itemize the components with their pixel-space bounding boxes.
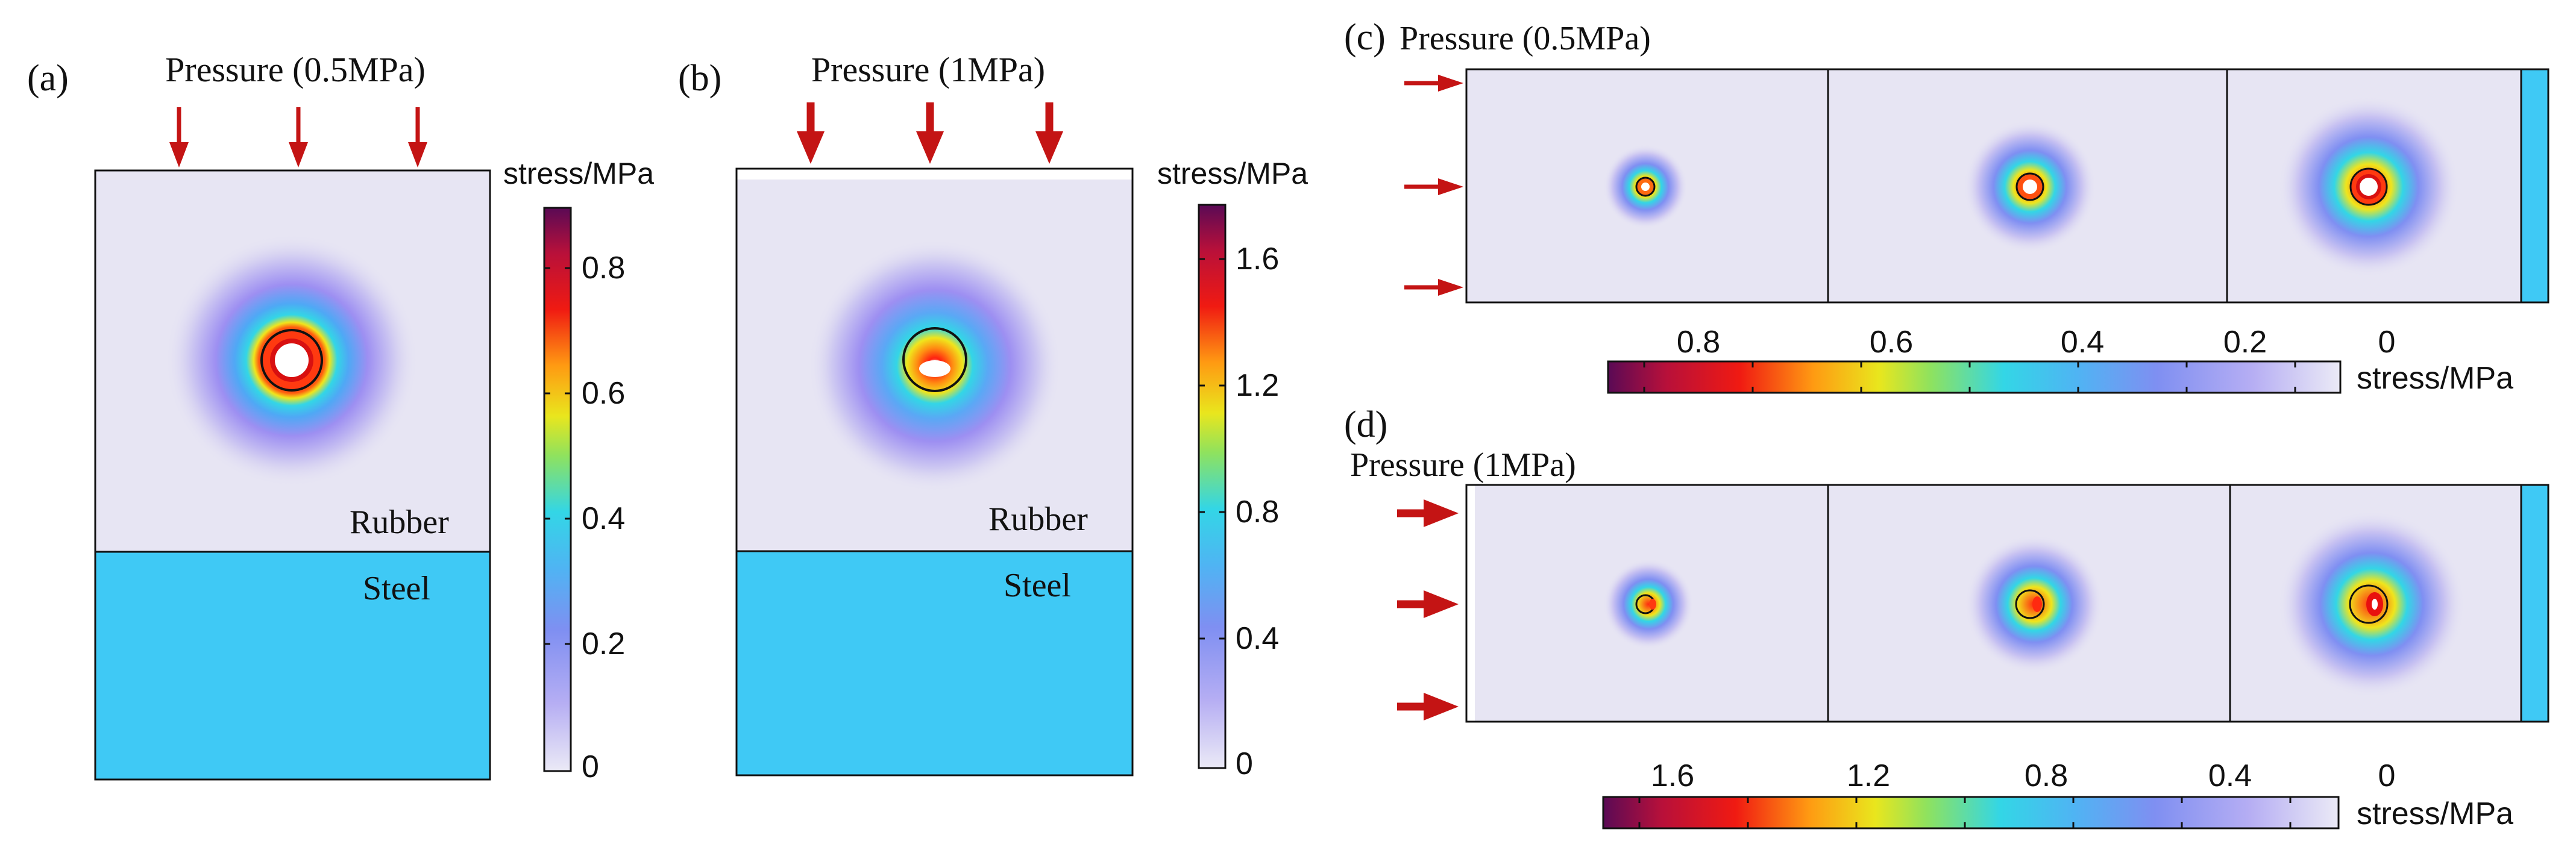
panel-c-pressure-title: Pressure (0.5MPa) (1400, 20, 1651, 57)
panel-b-rubber-label: Rubber (988, 501, 1088, 538)
panel-d-frame (1465, 484, 2549, 723)
pressure-arrow (1404, 178, 1463, 195)
panel-c-hole-3-core (2360, 178, 2378, 196)
colorbar-tick-label: 0.6 (1870, 325, 1913, 360)
colorbar-tick-label: 0.8 (2025, 758, 2068, 793)
colorbar-tick-label: 0 (2378, 758, 2396, 793)
colorbar-tick-label: 0.8 (1677, 325, 1720, 360)
panel-a-rubber-label: Rubber (350, 504, 449, 541)
colorbar-tick-label: 1.2 (1236, 368, 1279, 403)
panel-c-pressure-arrows (1404, 75, 1463, 296)
panel-d-colorbar-title: stress/MPa (2357, 796, 2513, 831)
pressure-arrow (1397, 693, 1459, 720)
panel-b-frame (735, 167, 1134, 776)
panel-d-steel-strip (2521, 485, 2548, 722)
panel-a-label: (a) (27, 58, 69, 99)
colorbar-tick-label: 0 (582, 749, 599, 784)
pressure-arrow (1035, 102, 1063, 164)
panel-a: (a) Pressure (0.5MPa) Rubber Steel stres… (27, 50, 654, 784)
pressure-arrow (169, 107, 189, 167)
panel-d-halo-1 (1603, 559, 1694, 649)
panel-b-hole (919, 360, 950, 377)
panel-b-steel-label: Steel (1004, 567, 1071, 604)
panel-b-compressed-gap (737, 169, 1132, 180)
colorbar-tick-label: 0.8 (1236, 495, 1279, 530)
panel-d-label: (d) (1344, 404, 1387, 445)
panel-a-pressure-arrows (169, 107, 427, 167)
panel-a-hole (275, 343, 309, 377)
panel-c-colorbar-title: stress/MPa (2357, 361, 2513, 396)
panel-b-steel-layer (737, 551, 1132, 775)
colorbar-tick-label: 0.6 (582, 376, 625, 411)
pressure-arrow (408, 107, 427, 167)
colorbar-tick-label: 0.4 (2208, 758, 2252, 793)
colorbar-tick-label: 1.6 (1236, 242, 1279, 276)
panel-d-hole-3 (2349, 584, 2389, 624)
panel-c-steel-strip (2521, 69, 2548, 302)
pressure-arrow (916, 102, 944, 164)
colorbar-tick-label: 0 (2378, 325, 2396, 360)
pressure-arrow (1397, 590, 1459, 618)
panel-b-pressure-arrows (797, 102, 1063, 164)
colorbar-tick-label: 1.6 (1651, 758, 1694, 793)
panel-c-label: (c) (1344, 17, 1386, 58)
panel-d-hole-3-core (2372, 599, 2378, 610)
pressure-arrow (1404, 279, 1463, 296)
panel-a-steel-layer (95, 552, 490, 779)
panel-a-steel-label: Steel (363, 570, 430, 607)
panel-c-hole-2-core (2023, 180, 2037, 194)
panel-d-hole-1-hotspot (1649, 599, 1656, 610)
colorbar-tick-label: 0.4 (1236, 621, 1279, 656)
panel-a-frame (94, 169, 491, 781)
panel-d-pressure-title: Pressure (1MPa) (1350, 446, 1576, 484)
panel-a-colorbar-gradient (543, 207, 572, 772)
colorbar-tick-label: 0.2 (2223, 325, 2267, 360)
colorbar-tick-label: 0.2 (582, 626, 625, 661)
panel-b-label: (b) (678, 58, 721, 99)
panel-d-hole-2-hotspot (2032, 596, 2042, 612)
pressure-arrow (1397, 499, 1459, 527)
colorbar-tick-label: 0.8 (582, 251, 625, 286)
panel-a-pressure-title: Pressure (0.5MPa) (165, 50, 426, 89)
panel-c-hole-1-core (1641, 183, 1650, 191)
panel-d-hole-2 (2015, 589, 2045, 619)
panel-c: (c) Pressure (0.5MPa) (1344, 17, 2549, 396)
panel-b-colorbar-title: stress/MPa (1157, 157, 1308, 190)
panel-b: (b) Pressure (1MPa) Rubber Steel stress/… (678, 50, 1308, 781)
panel-d-compressed-gap (1466, 485, 1475, 722)
panel-b-pressure-title: Pressure (1MPa) (811, 50, 1045, 89)
panel-b-colorbar-gradient (1198, 204, 1227, 769)
panel-c-colorbar-gradient (1607, 360, 2342, 394)
panel-a-colorbar-title: stress/MPa (503, 157, 654, 190)
pressure-arrow (1404, 75, 1463, 92)
pressure-arrow (289, 107, 308, 167)
colorbar-tick-label: 0.4 (2061, 325, 2104, 360)
panel-b-hole-ring (902, 327, 967, 392)
colorbar-tick-label: 1.2 (1847, 758, 1890, 793)
colorbar-tick-label: 0 (1236, 746, 1253, 781)
panel-c-colorbar: 0.8 0.6 0.4 0.2 0 stress/MPa (1607, 325, 2513, 396)
panel-d-pressure-arrows (1397, 499, 1459, 720)
panel-d-colorbar-gradient (1602, 796, 2340, 829)
panel-b-colorbar: stress/MPa 1.6 1.2 0.8 0.4 0 (1157, 157, 1308, 781)
panel-d: (d) Pressure (1MPa) (1344, 404, 2549, 831)
colorbar-tick-label: 0.4 (582, 501, 625, 536)
panel-a-colorbar: stress/MPa 0.8 0.6 0.4 0.2 0 (503, 157, 654, 784)
panel-d-colorbar: 1.6 1.2 0.8 0.4 0 stress/MPa (1602, 758, 2513, 831)
pressure-arrow (797, 102, 825, 164)
panel-c-frame (1465, 68, 2549, 304)
